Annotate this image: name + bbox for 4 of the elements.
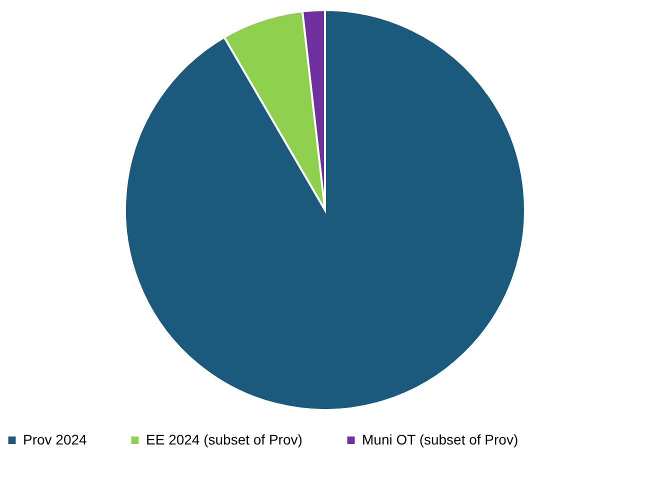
legend-label: Prov 2024 [23,431,88,448]
pie-slice [124,9,526,411]
legend-label: EE 2024 (subset of Prov) [146,431,302,448]
legend-label: Muni OT (subset of Prov) [362,431,518,448]
